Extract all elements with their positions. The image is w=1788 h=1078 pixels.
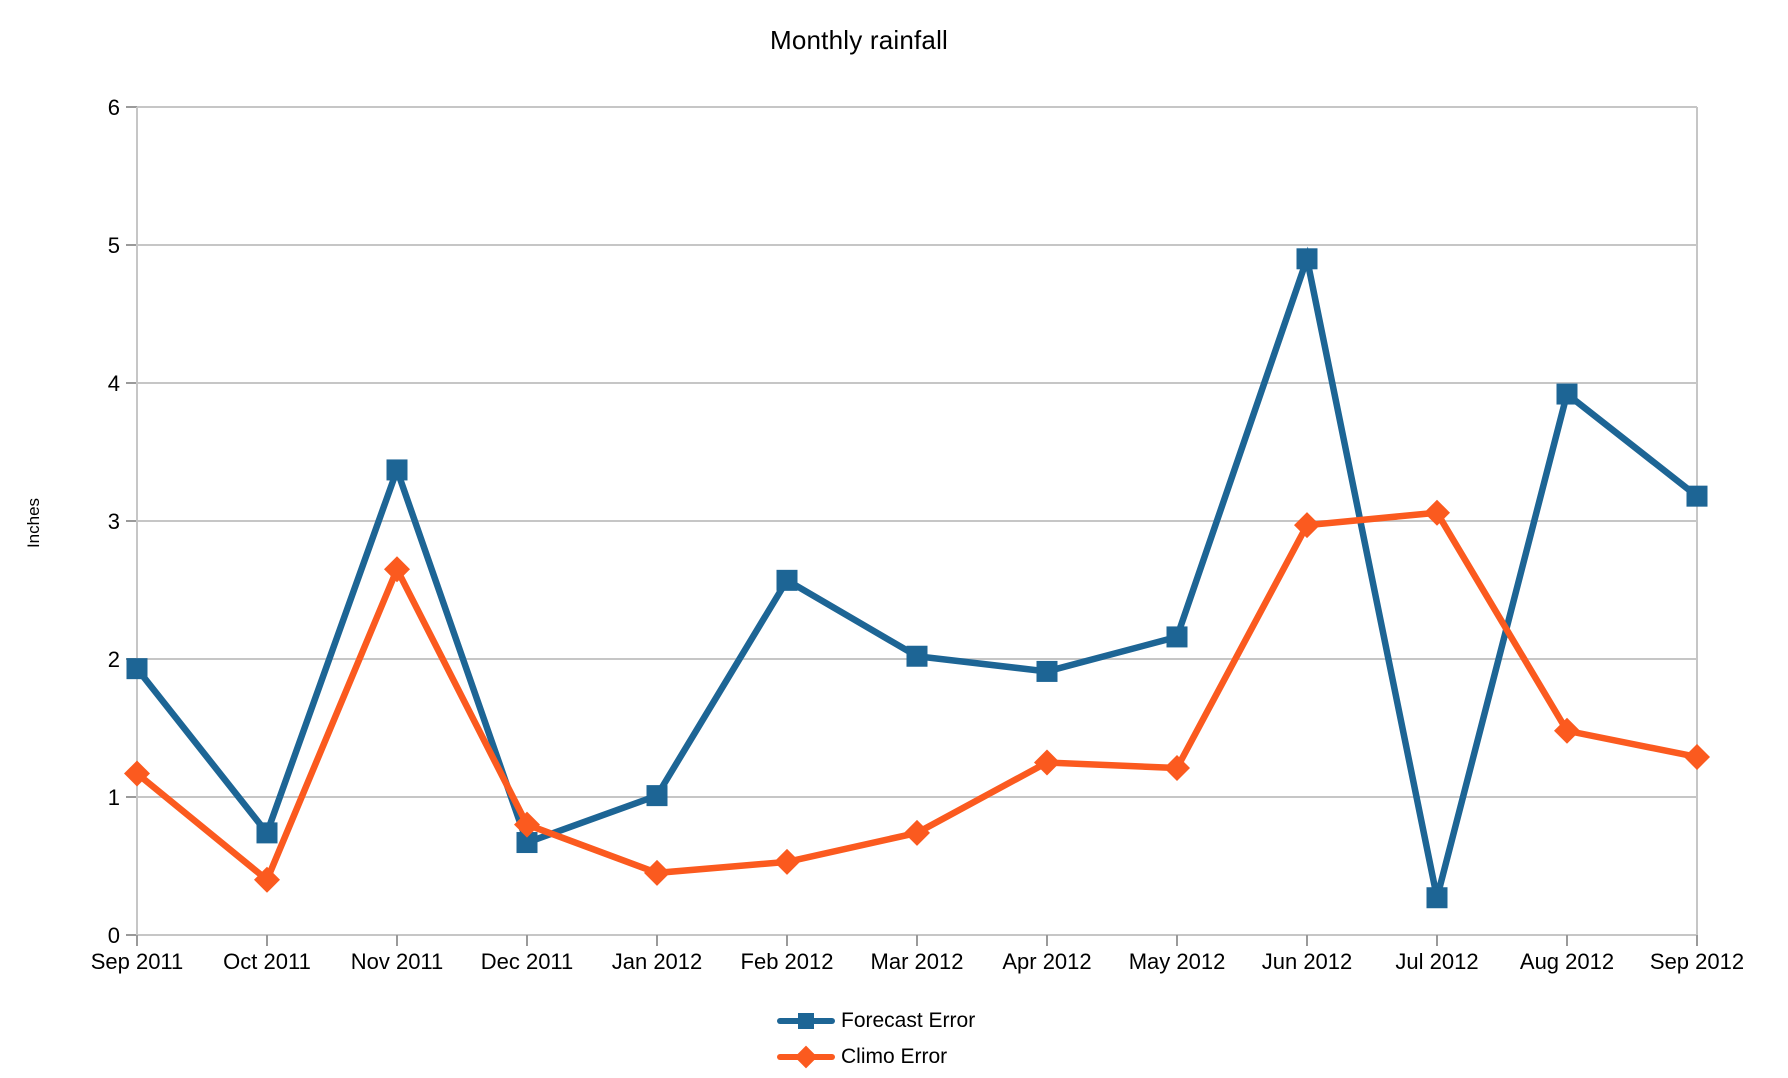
y-tick-label: 4	[108, 371, 120, 396]
diamond-marker-icon	[794, 1045, 818, 1069]
x-tick-label: Feb 2012	[741, 949, 834, 974]
legend-label-climo-error: Climo Error	[841, 1045, 948, 1068]
data-point-climo-error-3	[514, 811, 540, 838]
data-point-climo-error-12	[1684, 743, 1710, 770]
data-point-forecast-error-3	[516, 832, 538, 854]
x-tick-label: Apr 2012	[1002, 949, 1091, 974]
x-tick-label: Nov 2011	[351, 949, 444, 974]
x-tick-label: Jan 2012	[612, 949, 703, 974]
x-tick-label: Sep 2011	[91, 949, 184, 974]
chart-title: Monthly rainfall	[769, 25, 949, 55]
climo-error-swatch	[777, 1045, 835, 1069]
data-point-forecast-error-1	[256, 822, 278, 844]
data-point-forecast-error-11	[1556, 383, 1578, 405]
series-line-forecast-error	[133, 246, 1701, 899]
data-point-climo-error-2	[384, 556, 410, 583]
data-point-climo-error-10	[1424, 499, 1450, 526]
forecast-error-swatch	[777, 1011, 835, 1031]
square-marker-icon	[798, 1013, 814, 1029]
x-tick-label: May 2012	[1129, 949, 1226, 974]
x-tick-label: Mar 2012	[871, 949, 964, 974]
data-point-climo-error-11	[1554, 717, 1580, 744]
x-tick-label: Aug 2012	[1520, 949, 1614, 974]
y-tick-label: 6	[108, 95, 120, 120]
x-tick-label: Sep 2012	[1650, 949, 1744, 974]
legend-label-forecast-error: Forecast Error	[841, 1009, 976, 1032]
legend-item-forecast-error: Forecast Error	[777, 1003, 975, 1039]
data-point-forecast-error-5	[776, 569, 798, 591]
data-point-forecast-error-2	[386, 459, 408, 481]
legend-item-climo-error: Climo Error	[777, 1039, 975, 1075]
legend: Forecast Error Climo Error	[777, 1003, 975, 1075]
data-point-forecast-error-12	[1686, 485, 1708, 507]
data-point-forecast-error-6	[906, 645, 928, 667]
data-point-climo-error-7	[1034, 749, 1060, 776]
y-tick-label: 1	[108, 785, 120, 810]
data-point-climo-error-8	[1164, 755, 1190, 782]
x-tick-label: Jul 2012	[1395, 949, 1478, 974]
y-tick-label: 2	[108, 647, 120, 672]
data-point-forecast-error-9	[1296, 248, 1318, 270]
data-point-forecast-error-10	[1426, 887, 1448, 909]
y-tick-label: 5	[108, 233, 120, 258]
data-point-climo-error-5	[774, 848, 800, 875]
data-point-climo-error-1	[254, 866, 280, 893]
data-point-climo-error-6	[904, 819, 930, 846]
y-tick-label: 0	[108, 923, 120, 948]
x-tick-label: Dec 2011	[481, 949, 574, 974]
y-tick-label: 3	[108, 509, 120, 534]
data-point-forecast-error-7	[1036, 660, 1058, 682]
data-point-climo-error-0	[124, 760, 150, 787]
data-point-climo-error-9	[1294, 512, 1320, 539]
x-tick-label: Oct 2011	[223, 949, 311, 974]
data-point-climo-error-4	[644, 859, 670, 886]
data-point-forecast-error-8	[1166, 626, 1188, 648]
data-point-forecast-error-0	[126, 658, 148, 680]
x-tick-label: Jun 2012	[1262, 949, 1353, 974]
data-point-forecast-error-4	[646, 785, 668, 807]
